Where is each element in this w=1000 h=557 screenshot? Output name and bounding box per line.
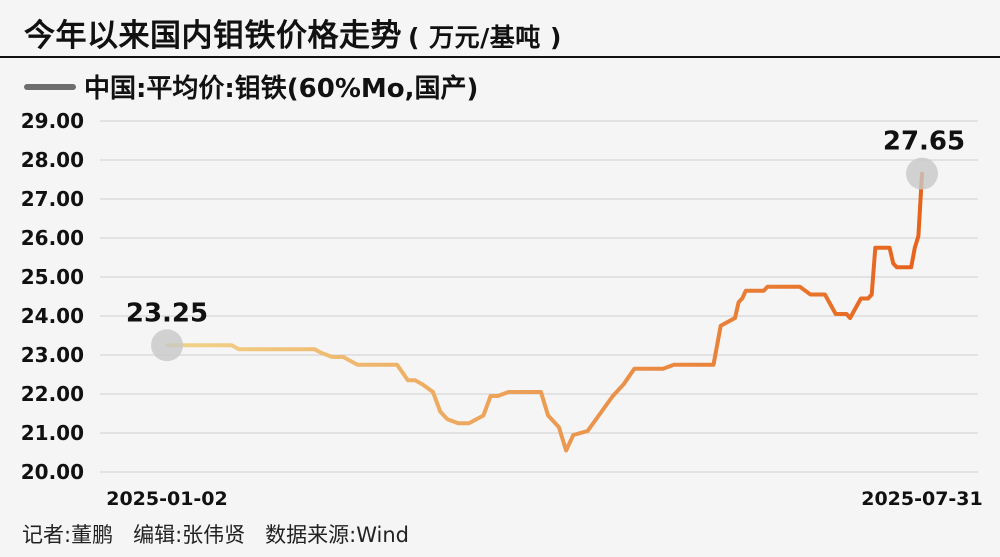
chart-unit: ( 万元/基吨 ) — [408, 23, 562, 52]
y-tick-label: 25.00 — [21, 265, 84, 289]
y-tick-label: 24.00 — [21, 304, 84, 328]
y-tick-label: 27.00 — [21, 187, 84, 211]
y-tick-label: 21.00 — [21, 421, 84, 445]
price-line — [165, 171, 924, 453]
y-tick-label: 20.00 — [21, 460, 84, 484]
highlight-point — [151, 329, 183, 362]
chart-title-text: 今年以来国内钼铁价格走势 — [24, 18, 402, 54]
footer: 记者:董鹏 编辑:张伟贤 数据来源:Wind — [22, 519, 429, 549]
legend-swatch — [24, 83, 76, 90]
y-tick-label: 23.00 — [21, 343, 84, 367]
legend-label: 中国:平均价:钼铁(60%Mo,国产) — [84, 74, 479, 104]
title-rule — [0, 56, 1000, 58]
footer-editor: 编辑:张伟贤 — [133, 523, 246, 547]
chart-title: 今年以来国内钼铁价格走势( 万元/基吨 ) — [24, 10, 562, 55]
value-annotation: 27.65 — [883, 127, 965, 157]
y-tick-label: 28.00 — [21, 148, 84, 172]
highlight-point — [906, 157, 938, 190]
y-tick-label: 26.00 — [21, 226, 84, 250]
value-annotation: 23.25 — [126, 298, 208, 328]
legend: 中国:平均价:钼铁(60%Mo,国产) — [24, 68, 478, 105]
x-tick-label: 2025-01-02 — [106, 488, 228, 510]
y-tick-label: 29.00 — [21, 109, 84, 133]
y-tick-label: 22.00 — [21, 382, 84, 406]
footer-author: 记者:董鹏 — [22, 523, 114, 547]
x-tick-label: 2025-07-31 — [861, 488, 983, 510]
footer-source: 数据来源:Wind — [265, 523, 410, 547]
